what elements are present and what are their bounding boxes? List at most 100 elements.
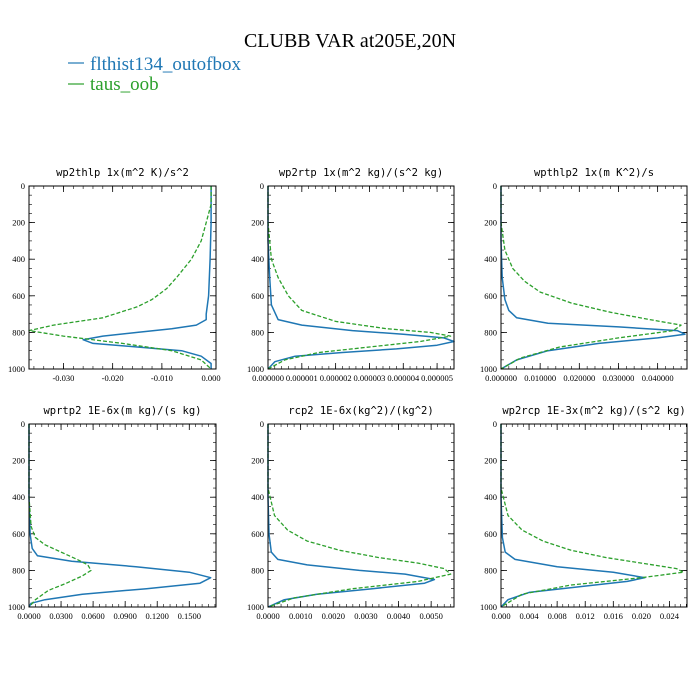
y-tick-label: 600 bbox=[12, 291, 25, 301]
y-tick-label: 200 bbox=[251, 218, 264, 228]
series-line-flthist134 bbox=[267, 186, 455, 370]
y-tick-label: 800 bbox=[484, 327, 497, 337]
x-tick-label: 0.0040 bbox=[387, 611, 410, 621]
x-tick-label: 0.0900 bbox=[113, 611, 136, 621]
x-tick-label: 0.024 bbox=[660, 611, 680, 621]
x-tick-label: 0.000 bbox=[491, 611, 510, 621]
series-line-flthist134 bbox=[267, 424, 436, 608]
y-tick-label: 600 bbox=[484, 291, 497, 301]
y-tick-label: 200 bbox=[251, 456, 264, 466]
x-tick-label: 0.000005 bbox=[421, 373, 453, 383]
plot-frame bbox=[267, 423, 455, 608]
y-tick-label: 800 bbox=[484, 565, 497, 575]
y-tick-label: 400 bbox=[12, 492, 25, 502]
series-line-flthist134 bbox=[82, 186, 212, 369]
x-tick-label: 0.030000 bbox=[603, 373, 635, 383]
y-tick-label: 400 bbox=[12, 254, 25, 264]
y-tick-label: 400 bbox=[484, 492, 497, 502]
x-tick-label: -0.030 bbox=[52, 373, 74, 383]
x-tick-label: 0.000003 bbox=[354, 373, 386, 383]
x-tick-label: 0.000 bbox=[202, 373, 221, 383]
panel-title: wp2rcp 1E-3x(m^2 kg)/(s^2 kg) bbox=[502, 405, 685, 417]
y-tick-label: 800 bbox=[251, 327, 264, 337]
y-tick-label: 0 bbox=[260, 181, 264, 191]
x-tick-label: -0.020 bbox=[102, 373, 124, 383]
y-tick-label: 1000 bbox=[247, 364, 264, 374]
y-tick-label: 600 bbox=[484, 529, 497, 539]
x-tick-label: 0.0600 bbox=[81, 611, 104, 621]
y-tick-label: 400 bbox=[251, 254, 264, 264]
x-tick-label: 0.008 bbox=[548, 611, 567, 621]
x-tick-label: 0.0000 bbox=[17, 611, 40, 621]
y-tick-label: 400 bbox=[251, 492, 264, 502]
x-tick-label: 0.020 bbox=[632, 611, 651, 621]
y-tick-label: 400 bbox=[484, 254, 497, 264]
panel-title: wp2thlp 1x(m^2 K)/s^2 bbox=[56, 167, 189, 179]
y-tick-label: 600 bbox=[251, 291, 264, 301]
x-tick-label: 0.000004 bbox=[387, 373, 420, 383]
y-tick-label: 0 bbox=[493, 419, 497, 429]
x-tick-label: 0.020000 bbox=[563, 373, 595, 383]
y-tick-label: 800 bbox=[251, 565, 264, 575]
x-tick-label: 0.000000 bbox=[485, 373, 517, 383]
series-line-taus-oob bbox=[28, 186, 212, 370]
x-tick-label: 0.000001 bbox=[286, 373, 318, 383]
plot-frame bbox=[500, 185, 688, 370]
series-line-flthist134 bbox=[500, 186, 686, 370]
panel-rcp2: rcp2 1E-6x(kg^2)/(kg^2) 0 200 400 600 800 1000… bbox=[247, 405, 455, 621]
x-tick-label: 0.0030 bbox=[354, 611, 377, 621]
plot-frame bbox=[267, 185, 455, 370]
x-tick-label: 0.0010 bbox=[289, 611, 312, 621]
x-tick-label: 0.0300 bbox=[49, 611, 72, 621]
y-tick-label: 800 bbox=[12, 565, 25, 575]
x-tick-label: 0.010000 bbox=[524, 373, 556, 383]
y-tick-label: 1000 bbox=[480, 364, 497, 374]
plot-frame bbox=[28, 185, 217, 370]
y-tick-label: 0 bbox=[260, 419, 264, 429]
x-tick-label: 0.1500 bbox=[178, 611, 201, 621]
x-tick-label: 0.000002 bbox=[320, 373, 352, 383]
y-tick-label: 0 bbox=[21, 419, 25, 429]
y-tick-label: 200 bbox=[484, 456, 497, 466]
x-tick-label: 0.0000 bbox=[256, 611, 279, 621]
legend: flthist134_outofbox taus_oob bbox=[68, 54, 241, 95]
x-tick-label: 0.0050 bbox=[419, 611, 442, 621]
y-tick-label: 0 bbox=[493, 181, 497, 191]
y-tick-label: 200 bbox=[12, 456, 25, 466]
panel-wp2rcp: wp2rcp 1E-3x(m^2 kg)/(s^2 kg) 0 200 400 600 8… bbox=[480, 405, 688, 621]
figure-title: CLUBB VAR at205E,20N bbox=[244, 30, 456, 52]
plot-frame bbox=[500, 423, 688, 608]
panel-title: wpthlp2 1x(m K^2)/s bbox=[534, 167, 654, 179]
x-tick-label: 0.012 bbox=[576, 611, 595, 621]
series-line-taus-oob bbox=[500, 186, 682, 370]
panel-title: rcp2 1E-6x(kg^2)/(kg^2) bbox=[288, 405, 433, 417]
y-tick-label: 800 bbox=[12, 327, 25, 337]
panel-wprtp2: wprtp2 1E-6x(m kg)/(s kg) 0 200 400 600 800 10… bbox=[8, 405, 217, 621]
x-tick-label: -0.010 bbox=[151, 373, 173, 383]
y-tick-label: 600 bbox=[251, 529, 264, 539]
x-tick-label: 0.000000 bbox=[252, 373, 284, 383]
y-tick-label: 1000 bbox=[247, 602, 264, 612]
series-line-taus-oob bbox=[267, 186, 452, 370]
series-line-flthist134 bbox=[28, 424, 212, 608]
panel-grid: wp2thlp 1x(m^2 K)/s^2 0 200 400 600 800 1000 -0… bbox=[8, 167, 688, 621]
plot-frame bbox=[28, 423, 217, 608]
x-tick-label: 0.040000 bbox=[642, 373, 674, 383]
x-tick-label: 0.0020 bbox=[322, 611, 345, 621]
x-tick-label: 0.016 bbox=[604, 611, 623, 621]
panel-wp2rtp: wp2rtp 1x(m^2 kg)/(s^2 kg) 0 200 400 600 800 1… bbox=[247, 167, 455, 383]
y-tick-label: 1000 bbox=[8, 602, 25, 612]
series-line-taus-oob bbox=[28, 424, 92, 608]
y-tick-label: 1000 bbox=[480, 602, 497, 612]
panel-title: wprtp2 1E-6x(m kg)/(s kg) bbox=[43, 405, 201, 417]
y-tick-label: 200 bbox=[12, 218, 25, 228]
legend-label-flthist134: flthist134_outofbox bbox=[90, 54, 241, 75]
series-line-flthist134 bbox=[500, 424, 646, 608]
y-tick-label: 600 bbox=[12, 529, 25, 539]
y-tick-label: 0 bbox=[21, 181, 25, 191]
x-tick-label: 0.004 bbox=[520, 611, 540, 621]
y-tick-label: 200 bbox=[484, 218, 497, 228]
legend-label-taus-oob: taus_oob bbox=[90, 74, 159, 95]
series-line-taus-oob bbox=[267, 424, 452, 608]
